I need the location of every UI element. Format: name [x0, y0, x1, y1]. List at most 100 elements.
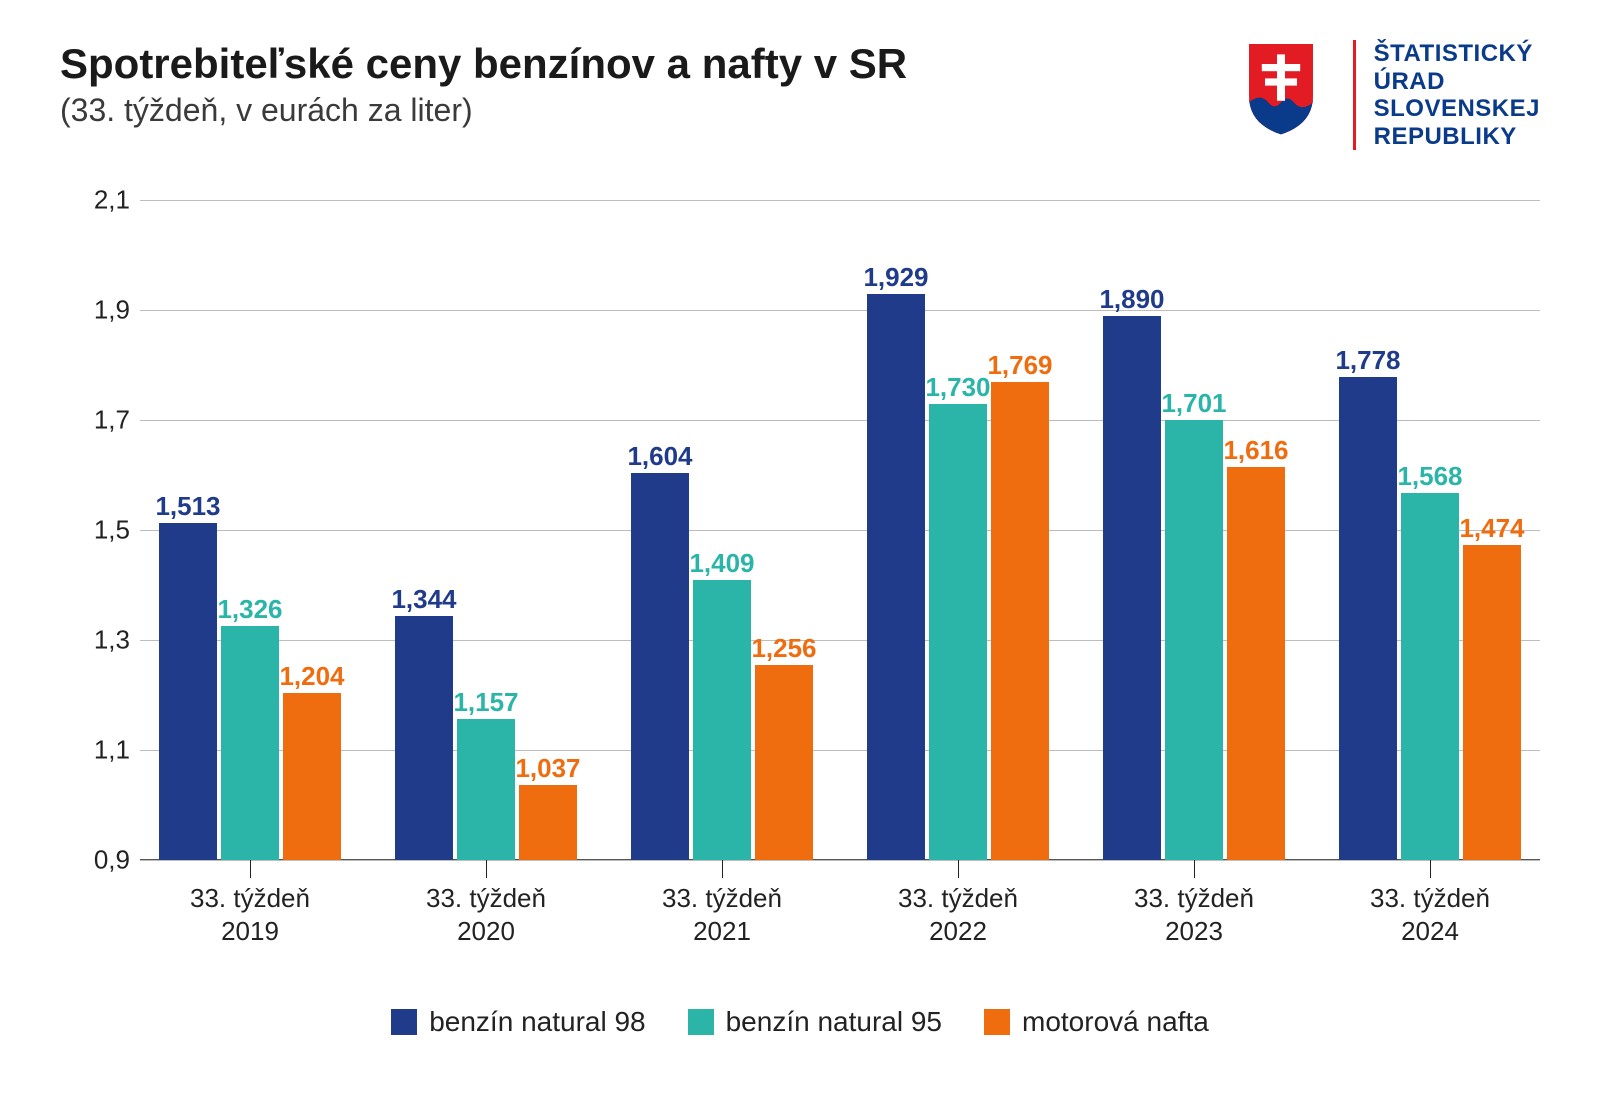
title-block: Spotrebiteľské ceny benzínov a nafty v S… — [60, 40, 907, 129]
bar-group: 1,7781,5681,474 — [1339, 200, 1521, 860]
y-tick-label: 1,1 — [75, 735, 130, 766]
header: Spotrebiteľské ceny benzínov a nafty v S… — [60, 40, 1540, 150]
legend-item: benzín natural 98 — [391, 1006, 645, 1038]
x-label-line: 33. týždeň — [837, 882, 1079, 915]
bar-value-label: 1,929 — [849, 262, 943, 293]
org-name-line: REPUBLIKY — [1374, 123, 1540, 151]
shield-icon — [1241, 40, 1321, 141]
bar: 1,037 — [519, 785, 577, 860]
x-label-line: 2023 — [1073, 915, 1315, 948]
bar: 1,157 — [457, 719, 515, 860]
gridline — [140, 420, 1540, 421]
x-label-line: 2020 — [365, 915, 607, 948]
bar: 1,409 — [693, 580, 751, 860]
bar-group: 1,5131,326 1,204 — [159, 200, 341, 860]
legend-swatch — [688, 1009, 714, 1035]
bar: 1,769 — [991, 382, 1049, 860]
x-label-line: 33. týždeň — [1309, 882, 1551, 915]
bar-chart: 0,91,11,31,51,71,92,11,5131,3261,2041,34… — [60, 190, 1540, 1010]
y-tick-label: 1,5 — [75, 515, 130, 546]
plot-area: 0,91,11,31,51,71,92,11,5131,3261,2041,34… — [140, 200, 1540, 860]
x-label-line: 2022 — [837, 915, 1079, 948]
bar-value-label: 1,157 — [439, 687, 533, 718]
bar: 1,204 — [283, 693, 341, 860]
bar-value-label: 1,037 — [501, 753, 595, 784]
org-name-line: ŠTATISTICKÝ — [1374, 40, 1540, 68]
y-tick-label: 1,3 — [75, 625, 130, 656]
x-tick — [1194, 860, 1195, 878]
bar-group: 1,3441,1571,037 — [395, 200, 577, 860]
bar-value-label: 1,513 — [141, 491, 235, 522]
legend-swatch — [391, 1009, 417, 1035]
x-label-line: 2019 — [129, 915, 371, 948]
x-label: 33. týždeň2019 — [129, 882, 371, 947]
org-name-line: SLOVENSKEJ — [1374, 95, 1540, 123]
legend: benzín natural 98 benzín natural 95 motoro… — [60, 1006, 1540, 1038]
bar: 1,730 — [929, 404, 987, 861]
gridline — [140, 200, 1540, 201]
x-tick — [486, 860, 487, 878]
bar: 1,778 — [1339, 377, 1397, 860]
x-tick — [958, 860, 959, 878]
bar-value-label: 1,326 — [203, 594, 297, 625]
bar-value-label: 1,344 — [377, 584, 471, 615]
bar: 1,256 — [755, 665, 813, 861]
gridline — [140, 640, 1540, 641]
bar: 1,701 — [1165, 420, 1223, 861]
bar: 1,344 — [395, 616, 453, 860]
legend-swatch — [984, 1009, 1010, 1035]
x-tick — [250, 860, 251, 878]
bar-value-label: 1,701 — [1147, 388, 1241, 419]
bar-group: 1,6041,4091,256 — [631, 200, 813, 860]
bar-group: 1,8901,7011,616 — [1103, 200, 1285, 860]
gridline — [140, 750, 1540, 751]
bar-value-label: 1,568 — [1383, 461, 1477, 492]
bar-value-label: 1,474 — [1445, 513, 1539, 544]
org-logo: ŠTATISTICKÝ ÚRAD SLOVENSKEJ REPUBLIKY — [1241, 40, 1540, 150]
logo-divider — [1353, 40, 1356, 150]
x-label: 33. týždeň2024 — [1309, 882, 1551, 947]
bar-value-label: 1,778 — [1321, 345, 1415, 376]
y-tick-label: 1,7 — [75, 405, 130, 436]
bar-value-label: 1,409 — [675, 548, 769, 579]
org-name-line: ÚRAD — [1374, 68, 1540, 96]
x-label-line: 33. týždeň — [129, 882, 371, 915]
bar-value-label: 1,616 — [1209, 435, 1303, 466]
page: Spotrebiteľské ceny benzínov a nafty v S… — [0, 0, 1600, 1115]
x-label: 33. týždeň2021 — [601, 882, 843, 947]
x-label: 33. týždeň2023 — [1073, 882, 1315, 947]
bar: 1,568 — [1401, 493, 1459, 860]
gridline — [140, 310, 1540, 311]
bar-value-label: 1,890 — [1085, 284, 1179, 315]
x-label-line: 33. týždeň — [365, 882, 607, 915]
y-tick-label: 1,9 — [75, 295, 130, 326]
legend-label: benzín natural 98 — [429, 1006, 645, 1038]
x-tick — [722, 860, 723, 878]
chart-title: Spotrebiteľské ceny benzínov a nafty v S… — [60, 40, 907, 88]
chart-subtitle: (33. týždeň, v eurách za liter) — [60, 92, 907, 129]
x-label: 33. týždeň2022 — [837, 882, 1079, 947]
x-tick — [1430, 860, 1431, 878]
bar-group: 1,9291,7301,769 — [867, 200, 1049, 860]
x-axis: 33. týždeň201933. týždeň202033. týždeň20… — [140, 860, 1540, 950]
x-label-line: 2021 — [601, 915, 843, 948]
bar: 1,513 — [159, 523, 217, 860]
legend-label: benzín natural 95 — [726, 1006, 942, 1038]
x-label-line: 33. týždeň — [601, 882, 843, 915]
gridline — [140, 530, 1540, 531]
x-label-line: 33. týždeň — [1073, 882, 1315, 915]
legend-item: motorová nafta — [984, 1006, 1209, 1038]
y-tick-label: 2,1 — [75, 185, 130, 216]
legend-item: benzín natural 95 — [688, 1006, 942, 1038]
legend-label: motorová nafta — [1022, 1006, 1209, 1038]
bar-value-label: 1,769 — [973, 350, 1067, 381]
bar-value-label: 1,256 — [737, 633, 831, 664]
x-label-line: 2024 — [1309, 915, 1551, 948]
bar: 1,474 — [1463, 545, 1521, 861]
x-label: 33. týždeň2020 — [365, 882, 607, 947]
org-name: ŠTATISTICKÝ ÚRAD SLOVENSKEJ REPUBLIKY — [1374, 40, 1540, 150]
y-tick-label: 0,9 — [75, 845, 130, 876]
bar: 1,616 — [1227, 467, 1285, 861]
bar: 1,604 — [631, 473, 689, 860]
bar-value-label: 1,604 — [613, 441, 707, 472]
